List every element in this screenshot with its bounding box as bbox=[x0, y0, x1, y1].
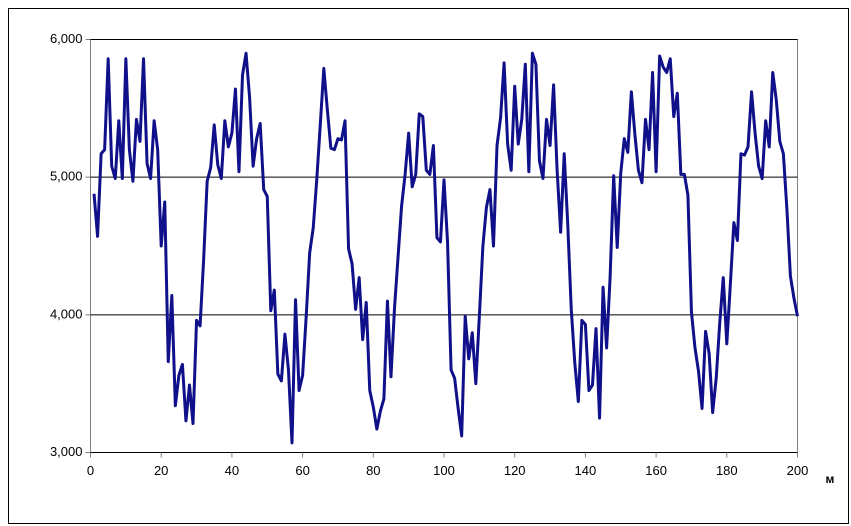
x-tick-label: 0 bbox=[87, 463, 94, 478]
x-tick-label: 120 bbox=[504, 463, 526, 478]
x-tick-label: 140 bbox=[575, 463, 597, 478]
x-tick-label: 60 bbox=[295, 463, 309, 478]
x-tick-label: 180 bbox=[716, 463, 738, 478]
x-tick-label: 40 bbox=[225, 463, 239, 478]
x-tick-label: 100 bbox=[433, 463, 455, 478]
x-tick-label: 20 bbox=[154, 463, 168, 478]
x-tick-label: 80 bbox=[366, 463, 380, 478]
y-tick-label: 4,000 bbox=[50, 306, 83, 321]
data-line bbox=[92, 51, 799, 445]
y-tick-label: 3,000 bbox=[50, 444, 83, 459]
y-tick-label: 6,000 bbox=[50, 31, 83, 46]
y-tick-label: 5,000 bbox=[50, 169, 83, 184]
x-unit: м bbox=[826, 472, 835, 486]
x-tick-label: 200 bbox=[787, 463, 809, 478]
plot-area bbox=[90, 39, 798, 453]
x-tick-label: 160 bbox=[645, 463, 667, 478]
